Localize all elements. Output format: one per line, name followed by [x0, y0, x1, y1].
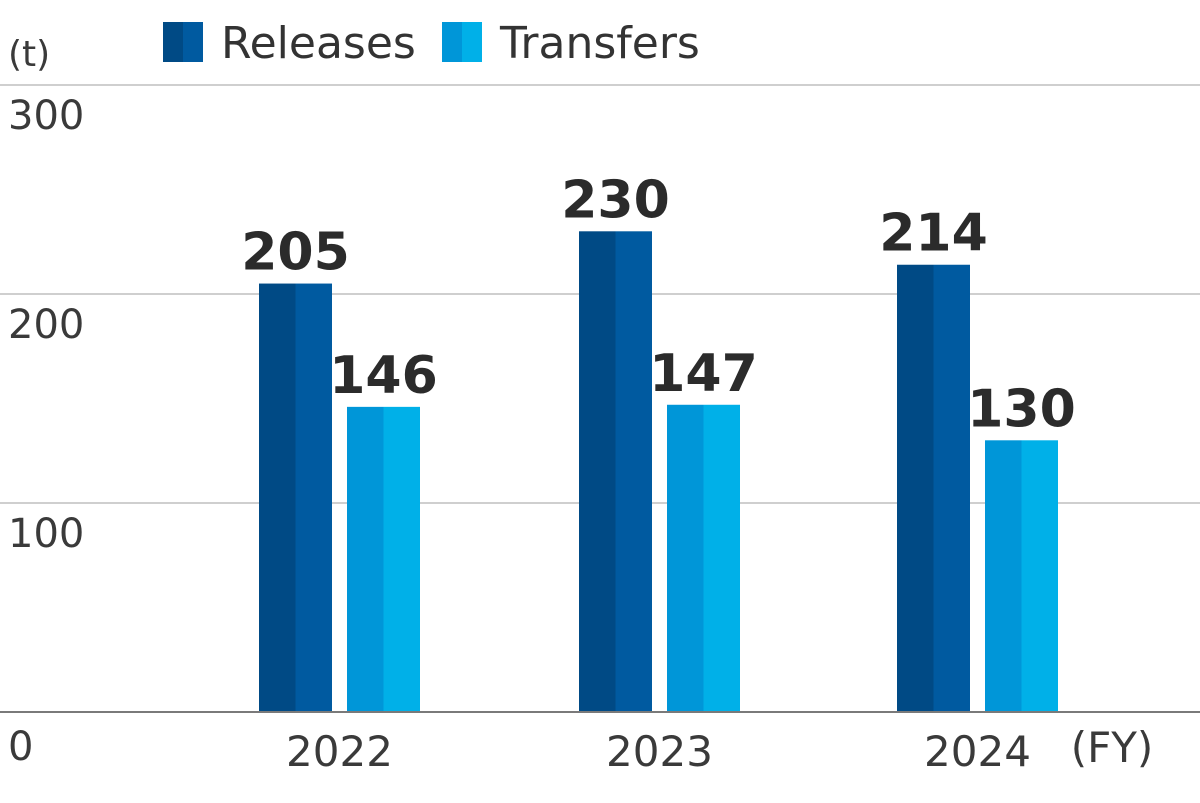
bar-transfers-2023	[703, 404, 740, 712]
legend-swatch-transfers	[442, 22, 462, 62]
bar-transfers-2024	[1021, 440, 1058, 712]
bar-releases-2024-shade	[897, 264, 934, 712]
data-label-releases-2022: 205	[241, 223, 350, 283]
x-axis-ticks: 2022 2023 2024	[286, 727, 1031, 776]
legend-label-releases: Releases	[221, 18, 416, 69]
y-tick-label-0: 0	[8, 724, 33, 770]
x-tick-label-2022: 2022	[286, 727, 393, 776]
data-label-transfers-2023: 147	[649, 344, 758, 404]
data-labels: 205 146 230 147 214 130	[241, 170, 1076, 439]
y-tick-label-300: 300	[8, 93, 84, 139]
legend-swatch-releases	[163, 22, 183, 62]
y-axis-unit: (t)	[8, 34, 50, 75]
x-tick-label-2024: 2024	[924, 727, 1031, 776]
bar-releases-2024	[933, 264, 970, 712]
bar-transfers-2022	[383, 406, 420, 712]
y-tick-label-100: 100	[8, 511, 84, 557]
legend-label-transfers: Transfers	[499, 18, 700, 69]
x-tick-label-2023: 2023	[606, 727, 713, 776]
bar-transfers-2023-shade	[667, 404, 704, 712]
x-axis-unit: (FY)	[1071, 723, 1154, 772]
data-label-transfers-2024: 130	[967, 379, 1076, 439]
bar-releases-2022-shade	[259, 283, 296, 712]
legend-swatch-releases-light	[183, 22, 203, 62]
legend-swatch-transfers-light	[462, 22, 482, 62]
bar-transfers-2024-shade	[985, 440, 1022, 712]
bar-releases-2023	[615, 231, 652, 713]
bars	[259, 231, 1058, 713]
bar-transfers-2022-shade	[347, 406, 384, 712]
bar-releases-2023-shade	[579, 231, 616, 713]
legend: Releases Transfers	[163, 18, 700, 69]
data-label-releases-2024: 214	[879, 204, 988, 264]
bar-releases-2022	[295, 283, 332, 712]
y-tick-label-200: 200	[8, 302, 84, 348]
y-axis-ticks: 0 100 200 300	[8, 93, 84, 770]
data-label-releases-2023: 230	[561, 170, 670, 230]
data-label-transfers-2022: 146	[329, 346, 438, 406]
